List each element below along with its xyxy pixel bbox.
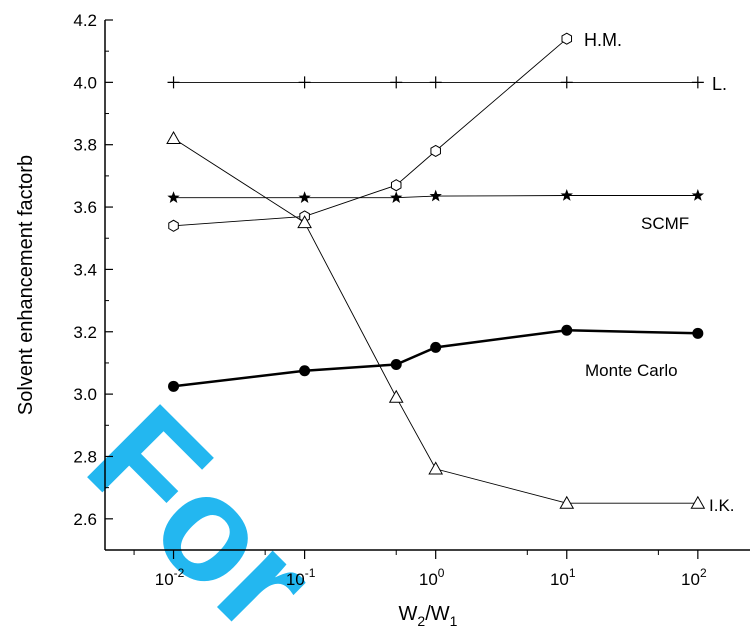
label-group: 2.6 2.8 3.0 3.2 3.4 3.6 3.8 4.0 4.2 10-2 10-1 100 10… — [15, 11, 735, 629]
y-tick-label: 4.0 — [73, 73, 97, 92]
y-tick-label: 2.8 — [73, 447, 97, 466]
y-tick-label: 3.4 — [73, 260, 97, 279]
series-line — [173, 195, 698, 199]
data-point — [167, 191, 180, 203]
x-tick-label: 101 — [550, 566, 576, 589]
series-line — [173, 328, 698, 388]
series-l — [167, 76, 704, 89]
data-point — [561, 32, 573, 45]
data-point — [168, 380, 180, 392]
data-point — [428, 461, 444, 475]
data-point — [690, 495, 706, 509]
x-tick-label: 100 — [419, 566, 445, 589]
series-label: I.K. — [709, 496, 735, 515]
data-point — [298, 191, 311, 203]
data-point — [429, 189, 442, 202]
y-tick-label: 2.6 — [73, 510, 97, 529]
series-line — [173, 138, 698, 504]
watermark-text: For — [57, 374, 347, 637]
data-point — [691, 76, 704, 89]
data-point — [168, 219, 179, 232]
x-tick-label: 10-1 — [286, 566, 316, 589]
data-point — [166, 130, 181, 144]
data-point — [560, 76, 573, 89]
data-point — [559, 495, 575, 509]
y-tick-label: 3.2 — [73, 323, 97, 342]
y-tick-label: 3.0 — [73, 385, 97, 404]
series-h-m — [168, 32, 573, 232]
data-point — [430, 144, 441, 158]
y-tick-label: 4.2 — [73, 11, 97, 30]
data-point — [561, 324, 573, 336]
data-point — [430, 341, 442, 353]
series-label: SCMF — [641, 214, 689, 233]
data-point — [390, 179, 402, 192]
series-group — [166, 32, 706, 509]
x-tick-label: 102 — [681, 566, 707, 589]
y-tick-label: 3.8 — [73, 136, 97, 155]
data-point — [692, 327, 704, 339]
data-point — [560, 189, 573, 201]
series-i-k — [166, 130, 706, 509]
series-label: Monte Carlo — [585, 361, 678, 380]
data-point — [390, 76, 403, 89]
data-point — [691, 189, 705, 201]
plot-area — [104, 19, 750, 559]
data-point — [429, 76, 442, 89]
data-point — [388, 389, 404, 403]
y-tick-label: 3.6 — [73, 198, 97, 217]
series-label: H.M. — [584, 30, 622, 50]
data-point — [299, 365, 311, 377]
data-point — [167, 76, 180, 89]
x-tick-label: 10-2 — [155, 566, 185, 589]
watermark: For — [57, 374, 347, 637]
y-axis-title: Solvent enhancement factorb — [15, 155, 37, 415]
x-axis-title: W2/W1 — [399, 603, 458, 629]
data-point — [390, 359, 402, 370]
data-point — [297, 215, 312, 229]
series-label: L. — [712, 74, 727, 94]
series-scmf — [167, 189, 705, 203]
series-monte-carlo — [168, 324, 704, 392]
data-point — [390, 191, 403, 203]
data-point — [298, 76, 311, 89]
